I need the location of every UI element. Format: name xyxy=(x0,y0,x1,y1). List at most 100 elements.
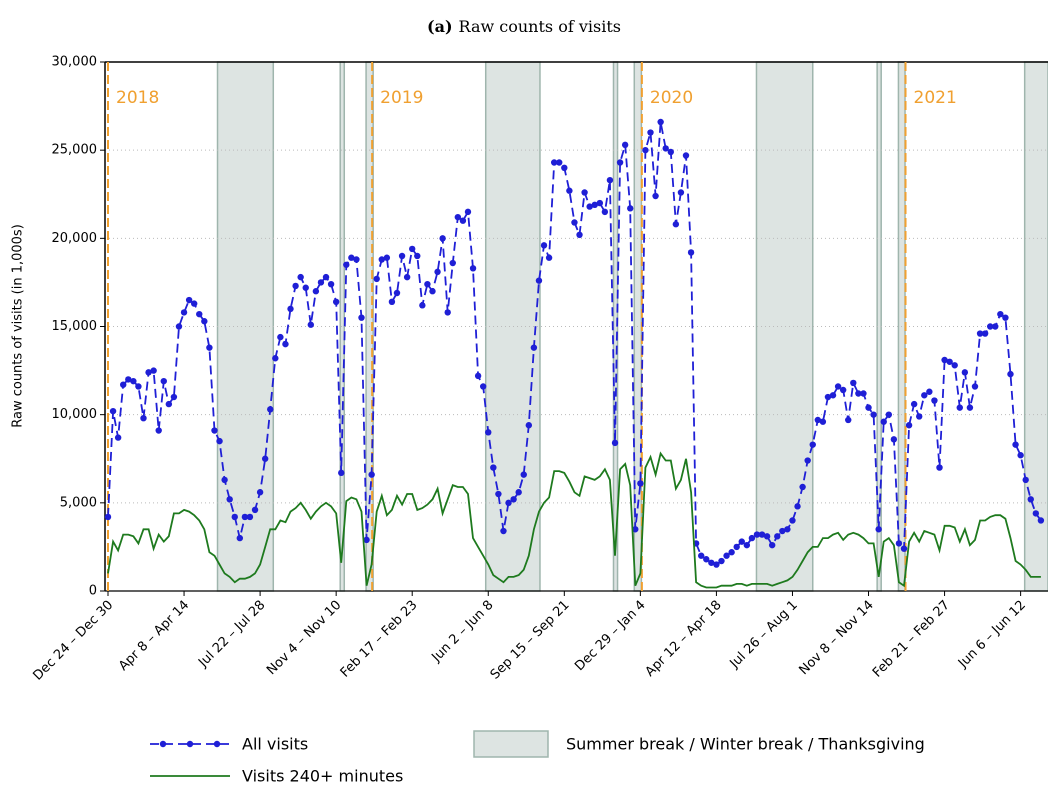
series-point xyxy=(758,531,766,538)
series-point xyxy=(363,536,370,544)
series-point xyxy=(667,148,674,156)
series-point xyxy=(926,388,933,395)
series-point xyxy=(383,254,391,261)
x-tick-label: Feb 17 – Feb 23 xyxy=(338,598,421,681)
y-tick-label: 25,000 xyxy=(52,143,98,158)
series-point xyxy=(784,526,791,533)
series-point xyxy=(1027,496,1034,503)
series-point xyxy=(277,333,284,341)
x-tick-label: Sep 15 – Sep 21 xyxy=(488,598,573,683)
series-point xyxy=(393,289,401,297)
series-point xyxy=(180,309,188,316)
y-tick-label: 20,000 xyxy=(52,231,98,246)
series-point xyxy=(398,252,406,260)
series-point xyxy=(951,362,958,369)
series-point xyxy=(190,300,198,307)
series-point xyxy=(485,429,492,436)
series-point xyxy=(479,383,487,390)
series-point xyxy=(987,323,994,330)
series-point xyxy=(839,386,847,394)
series-point xyxy=(135,383,142,390)
series-point xyxy=(251,506,259,514)
series-point xyxy=(272,355,279,362)
series-point xyxy=(561,164,568,171)
x-tick-label: Dec 24 – Dec 30 xyxy=(30,598,116,684)
series-point xyxy=(515,489,522,496)
series-point xyxy=(632,526,639,533)
series-point xyxy=(652,192,659,200)
series-point xyxy=(454,213,462,221)
series-point xyxy=(738,538,745,545)
series-point xyxy=(921,392,928,399)
chart-title: (a) Raw counts of visits xyxy=(427,17,621,36)
series-point xyxy=(302,284,309,291)
series-point xyxy=(981,330,989,337)
legend-label: Visits 240+ minutes xyxy=(242,767,403,786)
series-point xyxy=(956,404,963,411)
series-point xyxy=(464,208,472,216)
series-point xyxy=(170,393,178,401)
series-point xyxy=(743,541,751,549)
x-tick-label: Apr 8 – Apr 14 xyxy=(116,598,192,674)
year-label: 2020 xyxy=(650,88,693,108)
series-point xyxy=(728,549,735,556)
series-point xyxy=(317,279,325,286)
series-point xyxy=(627,205,634,212)
series-point xyxy=(444,309,451,316)
series-point xyxy=(267,406,274,413)
series-point xyxy=(388,298,396,306)
series-point xyxy=(439,235,446,242)
series-point xyxy=(718,557,725,565)
series-point xyxy=(474,372,482,380)
x-tick-label: Dec 29 – Jan 4 xyxy=(572,598,648,674)
series-point xyxy=(1022,476,1029,484)
series-point xyxy=(368,471,375,478)
series-point xyxy=(865,404,872,411)
series-point xyxy=(236,534,244,542)
series-point xyxy=(505,499,512,507)
series-point xyxy=(753,531,761,538)
x-tick-label: Nov 8 – Nov 14 xyxy=(796,598,876,678)
series-point xyxy=(824,393,832,401)
break-span xyxy=(755,61,814,592)
series-point xyxy=(1017,452,1024,459)
series-point xyxy=(125,376,132,383)
series-point xyxy=(114,434,122,441)
series-point xyxy=(327,280,335,288)
series-point xyxy=(763,533,771,540)
series-point xyxy=(495,490,502,498)
series-point xyxy=(403,273,411,281)
series-line xyxy=(107,451,1041,589)
series-point xyxy=(916,413,923,420)
series-point xyxy=(130,377,137,385)
series-point xyxy=(591,201,598,209)
series-point xyxy=(307,321,315,328)
x-tick-label: Jun 6 – Jun 12 xyxy=(955,598,1029,672)
series-point xyxy=(931,397,938,404)
series-point xyxy=(241,513,249,521)
series-point xyxy=(160,377,167,385)
series-point xyxy=(682,152,690,159)
series-point xyxy=(246,513,254,521)
series-point xyxy=(348,254,355,261)
series-point xyxy=(1007,370,1014,378)
series-point xyxy=(332,298,340,306)
series-point xyxy=(687,249,695,256)
series-point xyxy=(855,390,862,397)
year-label: 2018 xyxy=(116,88,159,108)
series-point xyxy=(520,471,527,478)
series-point xyxy=(459,217,467,224)
series-point xyxy=(723,552,730,559)
series-point xyxy=(870,411,877,418)
series-point xyxy=(409,245,416,253)
series-point xyxy=(535,277,543,284)
y-tick-label: 15,000 xyxy=(52,319,98,334)
series-point xyxy=(185,296,193,304)
series-point xyxy=(860,390,867,397)
series-point xyxy=(201,318,208,325)
y-axis-label: Raw counts of visits (in 1,000s) xyxy=(11,224,26,428)
series-point xyxy=(576,231,583,239)
series-point xyxy=(1032,510,1040,517)
series-point xyxy=(748,534,756,542)
